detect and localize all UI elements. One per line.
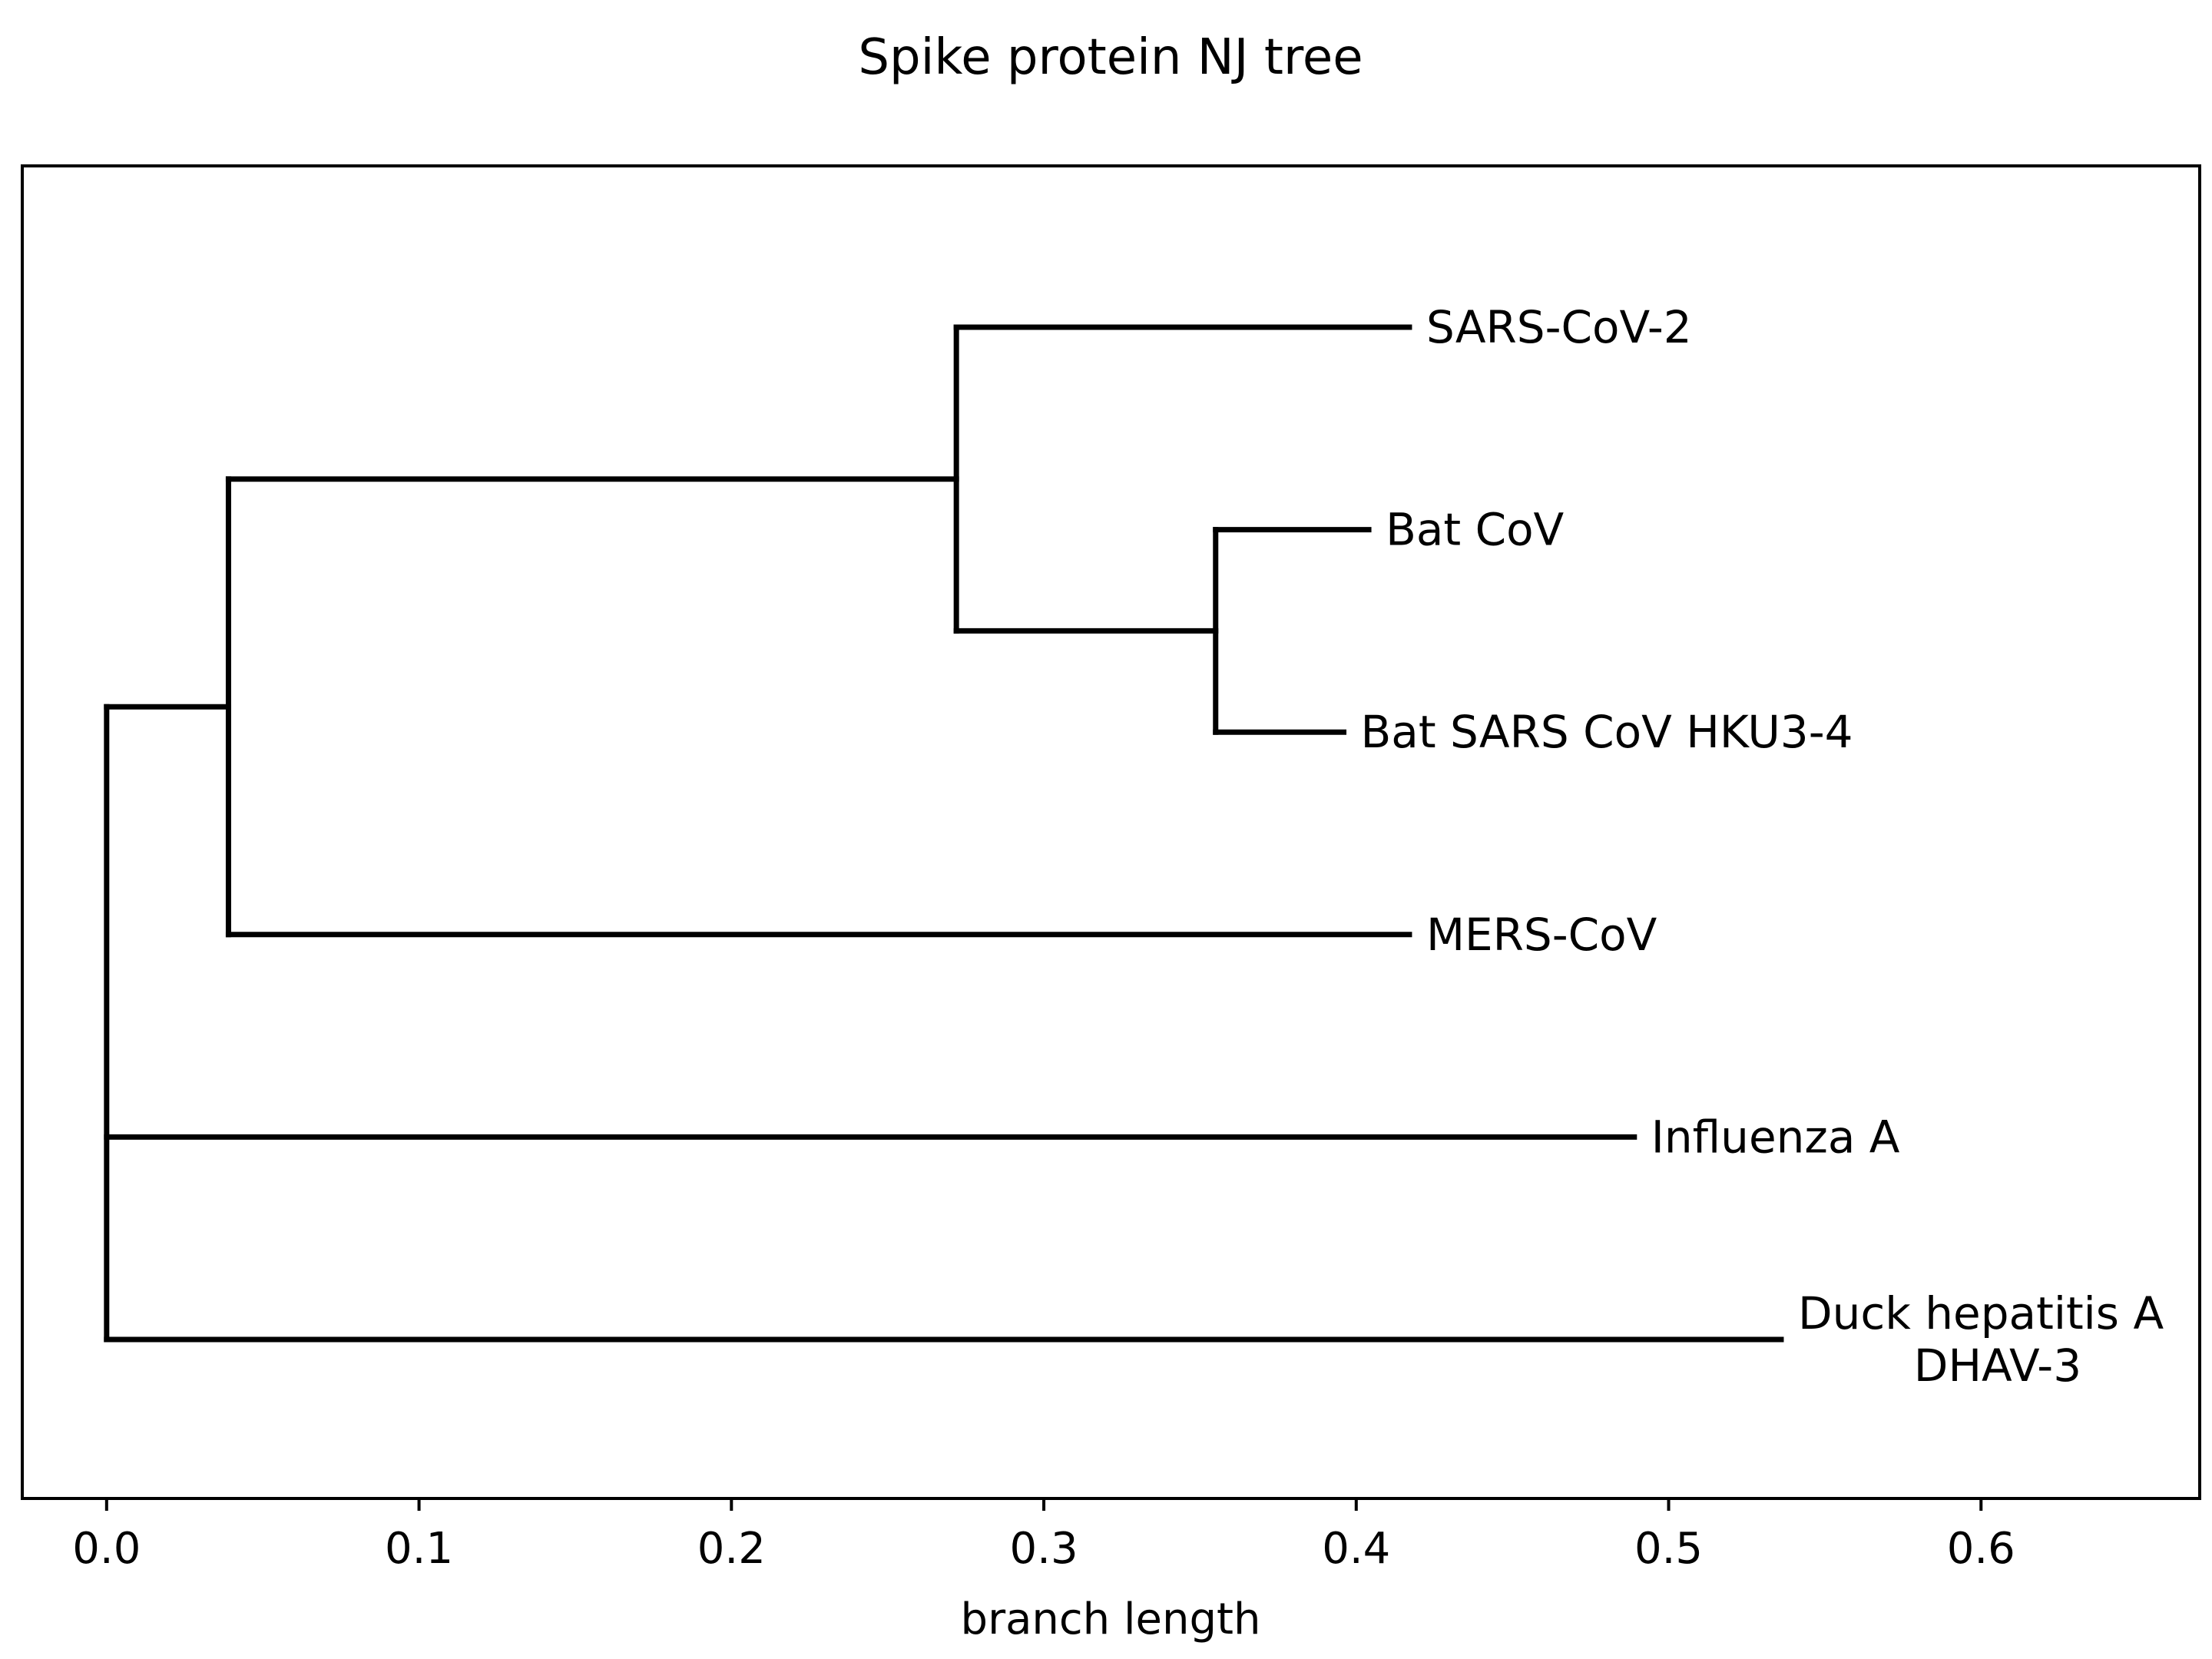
x-tick-label: 0.6 <box>1947 1524 2015 1574</box>
x-tick-label: 0.2 <box>697 1524 766 1574</box>
x-tick-label: 0.4 <box>1322 1524 1390 1574</box>
leaf-label-mers: MERS-CoV <box>1426 909 1657 961</box>
leaf-labels: SARS-CoV-2 Bat CoV Bat SARS CoV HKU3-4 MERS… <box>1361 301 2164 1392</box>
leaf-label-flu: Influenza A <box>1651 1111 1900 1163</box>
chart-title: Spike protein NJ tree <box>858 29 1363 86</box>
leaf-label-hku3: Bat SARS CoV HKU3-4 <box>1361 706 1853 758</box>
x-axis-label: branch length <box>961 1594 1261 1644</box>
x-tick-label: 0.0 <box>72 1524 141 1574</box>
tree-branches <box>104 324 1784 1343</box>
plot-frame <box>21 164 2201 1500</box>
leaf-label-dhav: Duck hepatitis A DHAV-3 <box>1798 1287 2164 1392</box>
x-axis: 0.0 0.1 0.2 0.3 0.4 0.5 0.6 <box>72 1498 2015 1574</box>
x-tick-label: 0.1 <box>385 1524 453 1574</box>
leaf-label-line: Duck hepatitis A <box>1798 1287 2164 1339</box>
x-tick-label: 0.3 <box>1010 1524 1078 1574</box>
leaf-label-batcov: Bat CoV <box>1386 504 1564 556</box>
x-tick-label: 0.5 <box>1634 1524 1703 1574</box>
leaf-label-sars2: SARS-CoV-2 <box>1426 301 1692 353</box>
leaf-label-line: DHAV-3 <box>1914 1339 2081 1392</box>
